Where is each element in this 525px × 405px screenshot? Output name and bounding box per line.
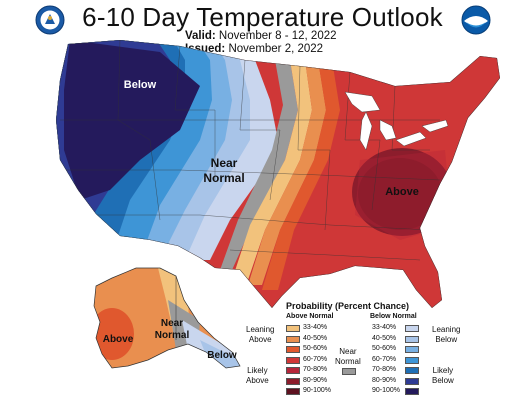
above-bin-label: 33-40%	[303, 324, 328, 331]
above-bin-label: 80-90%	[303, 376, 328, 384]
below-bin-label: 40-50%	[372, 334, 397, 342]
likely-below-text-2: Below	[432, 375, 454, 385]
ak-near-label-2: Normal	[155, 330, 190, 341]
valid-label: Valid:	[185, 30, 216, 42]
near-normal-swatch	[342, 368, 356, 375]
great-lakes	[344, 91, 449, 151]
header: 6-10 Day Temperature Outlook Valid: Nove…	[0, 0, 525, 56]
leaning-above-text-2: Above	[248, 334, 272, 344]
conus-near-label-1: Near	[211, 156, 238, 170]
legend-leaning-above: Leaning Above	[246, 325, 274, 344]
ak-near-label-1: Near	[161, 318, 183, 329]
legend: Probability (Percent Chance) Above Norma…	[242, 300, 525, 405]
likely-above-text-1: Likely	[247, 366, 268, 375]
above-bin-label: 50-60%	[303, 345, 328, 352]
below-bin-label: 70-80%	[372, 366, 397, 373]
above-bin-label: 70-80%	[303, 366, 328, 373]
page-title: 6-10 Day Temperature Outlook	[82, 2, 443, 32]
legend-title: Probability (Percent Chance)	[286, 301, 410, 311]
conus-near-label-2: Normal	[203, 171, 244, 185]
legend-likely-above: Likely Above	[246, 366, 269, 385]
below-bin-swatch	[405, 377, 419, 385]
legend-near-normal: Near Normal	[335, 347, 361, 366]
noaa-logo-icon	[461, 5, 491, 35]
below-bin-label: 80-90%	[372, 376, 397, 384]
above-bin-label: 90-100%	[303, 387, 332, 394]
valid-value: November 8 - 12, 2022	[218, 30, 337, 42]
issued-value: November 2, 2022	[228, 43, 324, 55]
leaning-below-text-2: Below	[435, 334, 458, 344]
above-bin-swatch	[286, 325, 300, 332]
below-bin-swatch	[405, 367, 419, 374]
above-bin-swatch	[286, 356, 300, 364]
leaning-above-text-1: Leaning	[246, 325, 275, 334]
above-bin-swatch	[286, 388, 300, 395]
likely-below-text-1: Likely	[432, 366, 454, 375]
near-normal-text-1: Near	[339, 347, 357, 356]
above-bin-label: 60-70%	[303, 355, 328, 363]
below-bin-swatch	[405, 335, 419, 343]
below-bin-swatch	[405, 356, 419, 364]
near-normal-text-2: Normal	[335, 356, 361, 366]
legend-above-header: Above Normal	[286, 313, 334, 320]
legend-likely-below: Likely Below	[432, 366, 454, 385]
above-bin-swatch	[286, 335, 300, 343]
below-bin-swatch	[405, 346, 419, 353]
below-bin-label: 60-70%	[372, 355, 397, 363]
ak-below-label: Below	[207, 350, 237, 361]
above-bin-swatch	[286, 377, 300, 385]
date-block: Valid: November 8 - 12, 2022 Issued: Nov…	[185, 30, 337, 56]
below-bin-label: 90-100%	[372, 387, 401, 394]
leaning-below-text-1: Leaning	[432, 325, 461, 334]
legend-below-header: Below Normal	[370, 313, 417, 320]
below-bin-label: 50-60%	[372, 345, 397, 352]
likely-above-text-2: Above	[246, 375, 269, 385]
conus-below-label: Below	[124, 79, 157, 91]
doc-seal-icon	[35, 5, 65, 35]
above-bin-label: 40-50%	[303, 334, 328, 342]
legend-leaning-below: Leaning Below	[432, 325, 460, 344]
below-bin-swatch	[405, 325, 419, 332]
below-bin-swatch	[405, 388, 419, 395]
above-bin-swatch	[286, 346, 300, 353]
ak-above-label: Above	[103, 334, 134, 345]
above-bin-swatch	[286, 367, 300, 374]
conus-above-label: Above	[385, 186, 419, 198]
below-bin-label: 33-40%	[372, 324, 397, 331]
